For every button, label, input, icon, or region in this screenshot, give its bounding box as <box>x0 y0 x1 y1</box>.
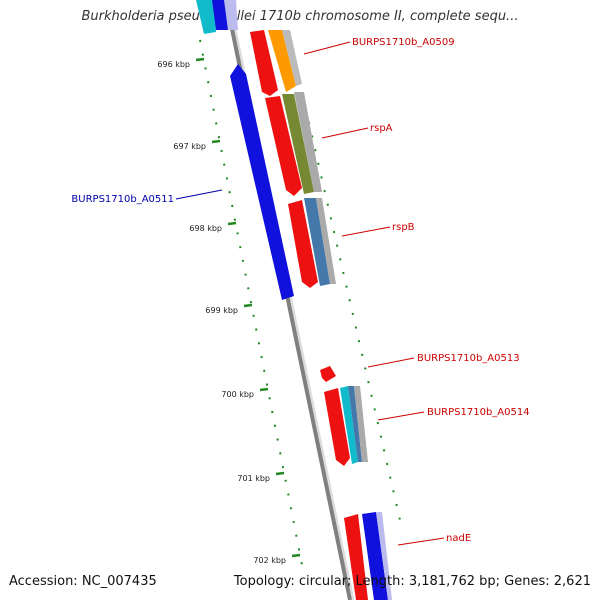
gene-label: BURPS1710b_A0513 <box>417 353 520 364</box>
gene-cyan-top <box>196 0 216 34</box>
gene-nade-blue <box>362 512 388 600</box>
gene-leader-line <box>377 411 425 421</box>
gene-leader-line <box>303 41 351 55</box>
gene-leader-line <box>321 127 369 139</box>
gene-rspa-olive <box>282 94 314 194</box>
tick-mark <box>227 221 237 226</box>
gene-a0514-grey <box>354 386 368 462</box>
tick-label: 697 kbp <box>173 142 206 151</box>
gene-leader-line <box>175 189 223 200</box>
gene-label: rspA <box>370 123 393 134</box>
tick-label: 701 kbp <box>237 474 270 483</box>
gene-a0511-blue <box>230 64 294 300</box>
tick-label: 702 kbp <box>253 556 286 565</box>
gene-features <box>196 0 392 600</box>
tick-mark <box>291 553 301 558</box>
tick-label: 696 kbp <box>157 60 190 69</box>
gene-lavender-top <box>224 0 238 30</box>
tick-label: 698 kbp <box>189 224 222 233</box>
tick-mark <box>275 471 285 476</box>
gene-rspb-steel <box>304 198 330 286</box>
tick-label: 699 kbp <box>205 306 238 315</box>
gene-nade-red <box>344 514 368 600</box>
tick-mark <box>195 57 205 62</box>
gene-label: BURPS1710b_A0511 <box>71 194 174 205</box>
map-title: Burkholderia pseudomallei 1710b chromoso… <box>81 9 519 24</box>
gene-label: BURPS1710b_A0514 <box>427 407 530 418</box>
gene-leader-line <box>397 537 445 546</box>
gene-label: BURPS1710b_A0509 <box>352 37 455 48</box>
gene-label: rspB <box>392 222 415 233</box>
gene-a0509-grey <box>282 30 302 86</box>
gene-a0509-red <box>250 30 278 96</box>
tick-mark <box>259 387 269 392</box>
gene-a0513-red <box>320 366 336 382</box>
gene-rspb-grey <box>316 198 336 284</box>
gene-a0514-red <box>324 388 350 466</box>
tick-label: 700 kbp <box>221 390 254 399</box>
gene-rspa-red <box>265 96 302 196</box>
gene-a0514-cyan <box>340 386 358 464</box>
gene-rspa-grey <box>294 92 322 192</box>
summary-text: Topology: circular; Length: 3,181,762 bp… <box>233 574 591 589</box>
gene-leader-line <box>341 226 391 237</box>
scale-ticks: 696 kbp 697 kbp 698 kbp 699 kbp 700 kbp 701 k… <box>157 57 301 565</box>
tick-mark <box>243 303 253 308</box>
tick-mark <box>211 139 221 144</box>
gene-a0509-orange <box>268 30 296 92</box>
gene-rspb-red <box>288 200 318 288</box>
tick-track-left <box>199 39 303 566</box>
gene-labels: BURPS1710b_A0509 rspA BURPS1710b_A0511 rspB… <box>71 37 530 546</box>
gene-nade-lavender <box>376 512 392 600</box>
gene-a0514-steel <box>348 386 362 462</box>
gene-blue-top <box>212 0 228 30</box>
gene-label: nadE <box>446 533 471 544</box>
accession-text: Accession: NC_007435 <box>9 574 157 589</box>
gene-leader-line <box>367 357 415 368</box>
